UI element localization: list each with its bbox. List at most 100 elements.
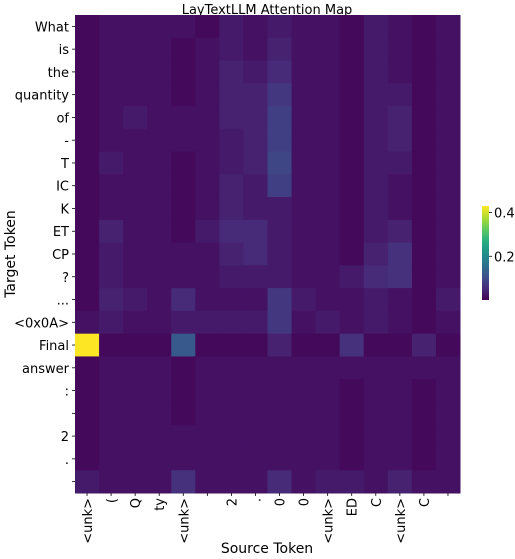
x-tick-label: <unk> bbox=[394, 498, 409, 544]
heatmap-cell bbox=[123, 151, 148, 175]
heatmap-cell bbox=[339, 288, 365, 312]
heatmap-cell bbox=[243, 151, 268, 175]
heatmap-cell bbox=[315, 447, 341, 471]
x-tick-label: <unk> bbox=[177, 498, 192, 544]
heatmap-cell bbox=[147, 197, 172, 221]
heatmap-cell bbox=[99, 379, 124, 403]
heatmap-cell bbox=[363, 83, 389, 107]
heatmap-cell bbox=[315, 197, 341, 221]
x-tick-label: 0 bbox=[274, 498, 289, 506]
heatmap-cell bbox=[291, 333, 317, 357]
heatmap-cell bbox=[75, 128, 100, 153]
heatmap-cell bbox=[171, 128, 196, 153]
heatmap-cell bbox=[171, 424, 196, 448]
heatmap-cell bbox=[411, 83, 437, 107]
x-tick-label: ty bbox=[153, 498, 168, 511]
y-tick-label: of bbox=[56, 111, 69, 126]
heatmap-cell bbox=[267, 151, 293, 175]
heatmap-cell bbox=[147, 470, 172, 494]
heatmap-cell bbox=[315, 128, 341, 153]
heatmap-cell bbox=[147, 424, 172, 448]
heatmap-cell bbox=[411, 447, 437, 471]
heatmap-cell bbox=[315, 424, 341, 448]
x-tick-label: <unk> bbox=[322, 498, 337, 544]
heatmap-cell bbox=[75, 310, 100, 335]
heatmap-cell bbox=[291, 401, 317, 426]
heatmap-cell bbox=[411, 401, 437, 426]
heatmap-cell bbox=[171, 219, 196, 244]
heatmap-cell bbox=[219, 37, 244, 62]
heatmap-cell bbox=[243, 174, 268, 198]
heatmap-cell bbox=[195, 219, 220, 244]
heatmap-cell bbox=[315, 401, 341, 426]
heatmap-cell bbox=[267, 197, 293, 221]
heatmap-cell bbox=[195, 151, 220, 175]
y-tick-label: IC bbox=[56, 180, 69, 195]
heatmap-cell bbox=[219, 470, 244, 494]
heatmap-cell bbox=[339, 128, 365, 153]
heatmap-cell bbox=[123, 174, 148, 198]
heatmap-cell bbox=[123, 242, 148, 266]
heatmap-cell bbox=[75, 106, 100, 130]
heatmap-cell bbox=[147, 356, 172, 380]
x-tick-label: ED bbox=[346, 498, 361, 516]
heatmap-cell bbox=[123, 197, 148, 221]
heatmap-cell bbox=[339, 447, 365, 471]
heatmap-cell bbox=[75, 242, 100, 266]
heatmap-cell bbox=[243, 106, 268, 130]
y-tick-label: the bbox=[48, 66, 69, 81]
heatmap-cell bbox=[195, 333, 220, 357]
heatmap-cell bbox=[315, 333, 341, 357]
heatmap-cell bbox=[123, 265, 148, 289]
heatmap-cell bbox=[267, 83, 293, 107]
heatmap-cell bbox=[99, 128, 124, 153]
heatmap-cell bbox=[147, 60, 172, 84]
heatmap-cell bbox=[291, 356, 317, 380]
heatmap-cell bbox=[171, 242, 196, 266]
heatmap-cell bbox=[411, 424, 437, 448]
y-axis-label: Target Token bbox=[3, 210, 19, 299]
heatmap-cell bbox=[267, 219, 293, 244]
heatmap-cell bbox=[363, 447, 389, 471]
heatmap-cell bbox=[75, 470, 100, 494]
heatmap-cell bbox=[123, 128, 148, 153]
heatmap-cell bbox=[363, 310, 389, 335]
heatmap-cell bbox=[435, 401, 461, 426]
heatmap-cell bbox=[75, 265, 100, 289]
heatmap-cell bbox=[243, 37, 268, 62]
heatmap-cell bbox=[315, 379, 341, 403]
heatmap-cell bbox=[411, 37, 437, 62]
heatmap-cell bbox=[435, 106, 461, 130]
heatmap-cell bbox=[363, 356, 389, 380]
x-tick-label: 0 bbox=[298, 498, 313, 506]
heatmap-cell bbox=[99, 356, 124, 380]
heatmap-cell bbox=[243, 310, 268, 335]
heatmap-cell bbox=[195, 174, 220, 198]
heatmap-cell bbox=[195, 288, 220, 312]
heatmap-cell bbox=[147, 151, 172, 175]
heatmap-cell bbox=[243, 447, 268, 471]
heatmap-cell bbox=[387, 83, 413, 107]
heatmap-cell bbox=[75, 151, 100, 175]
heatmap-cell bbox=[99, 174, 124, 198]
y-tick-label: quantity bbox=[15, 89, 70, 104]
heatmap-cell bbox=[339, 106, 365, 130]
heatmap-cell bbox=[315, 470, 341, 494]
heatmap-cell bbox=[243, 83, 268, 107]
heatmap-cell bbox=[123, 15, 148, 39]
heatmap-cell bbox=[219, 356, 244, 380]
heatmap-cell bbox=[387, 470, 413, 494]
heatmap-cell bbox=[363, 424, 389, 448]
heatmap-cell bbox=[147, 219, 172, 244]
y-tick-label: CP bbox=[52, 248, 69, 263]
heatmap-cell bbox=[243, 356, 268, 380]
heatmap-cell bbox=[291, 197, 317, 221]
heatmap-cell bbox=[243, 265, 268, 289]
heatmap-cell bbox=[75, 174, 100, 198]
heatmap-cell bbox=[147, 265, 172, 289]
heatmap-cell bbox=[75, 197, 100, 221]
heatmap-cell bbox=[219, 265, 244, 289]
heatmap-cell bbox=[339, 197, 365, 221]
heatmap-cell bbox=[219, 106, 244, 130]
heatmap-cell bbox=[99, 447, 124, 471]
